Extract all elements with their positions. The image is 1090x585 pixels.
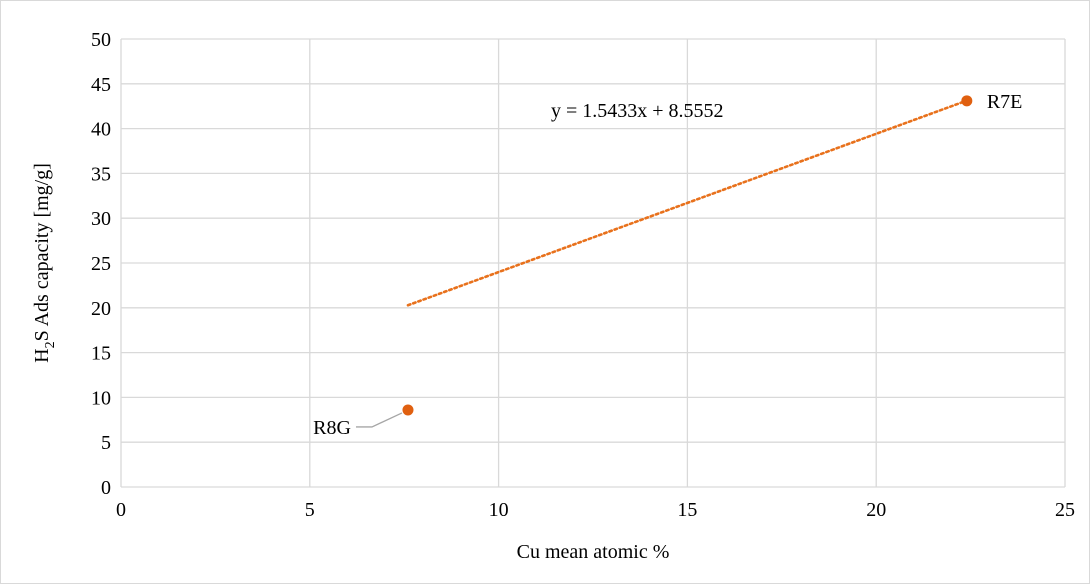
y-tick-label: 20 (91, 298, 111, 320)
grid (120, 38, 1066, 488)
y-tick-label: 45 (91, 74, 111, 96)
y-axis-title-suffix: S Ads capacity [mg/g] (31, 163, 53, 341)
data-point (402, 404, 414, 416)
y-tick-label: 15 (91, 343, 111, 365)
y-axis-title: H2S Ads capacity [mg/g] (31, 163, 58, 363)
trendline (406, 99, 969, 307)
x-tick-label: 5 (305, 499, 315, 521)
point-label: R7E (987, 91, 1023, 113)
data-point (961, 95, 973, 107)
y-tick-label: 50 (91, 29, 111, 51)
label-leader-line (355, 412, 403, 428)
y-tick-label: 5 (101, 432, 111, 454)
x-axis-title: Cu mean atomic % (517, 541, 670, 563)
trendline-equation: y = 1.5433x + 8.5552 (551, 100, 724, 122)
trendline-group (406, 99, 969, 307)
x-tick-label: 15 (677, 499, 697, 521)
y-tick-label: 0 (101, 477, 111, 499)
y-tick-label: 25 (91, 253, 111, 275)
y-axis-title-prefix: H (31, 348, 53, 362)
y-axis-title-subscript: 2 (43, 341, 58, 348)
tick-labels: 0 5 10 15 20 25 30 35 40 45 50 0 5 10 15 20 25 (91, 29, 1075, 521)
y-tick-label: 35 (91, 163, 111, 185)
x-tick-label: 25 (1055, 499, 1075, 521)
x-tick-label: 20 (866, 499, 886, 521)
x-tick-label: 0 (116, 499, 126, 521)
y-tick-label: 10 (91, 387, 111, 409)
y-tick-label: 30 (91, 208, 111, 230)
data-points: R8G R7E (313, 91, 1022, 439)
point-label: R8G (313, 417, 351, 439)
y-tick-label: 40 (91, 119, 111, 141)
x-tick-label: 10 (489, 499, 509, 521)
